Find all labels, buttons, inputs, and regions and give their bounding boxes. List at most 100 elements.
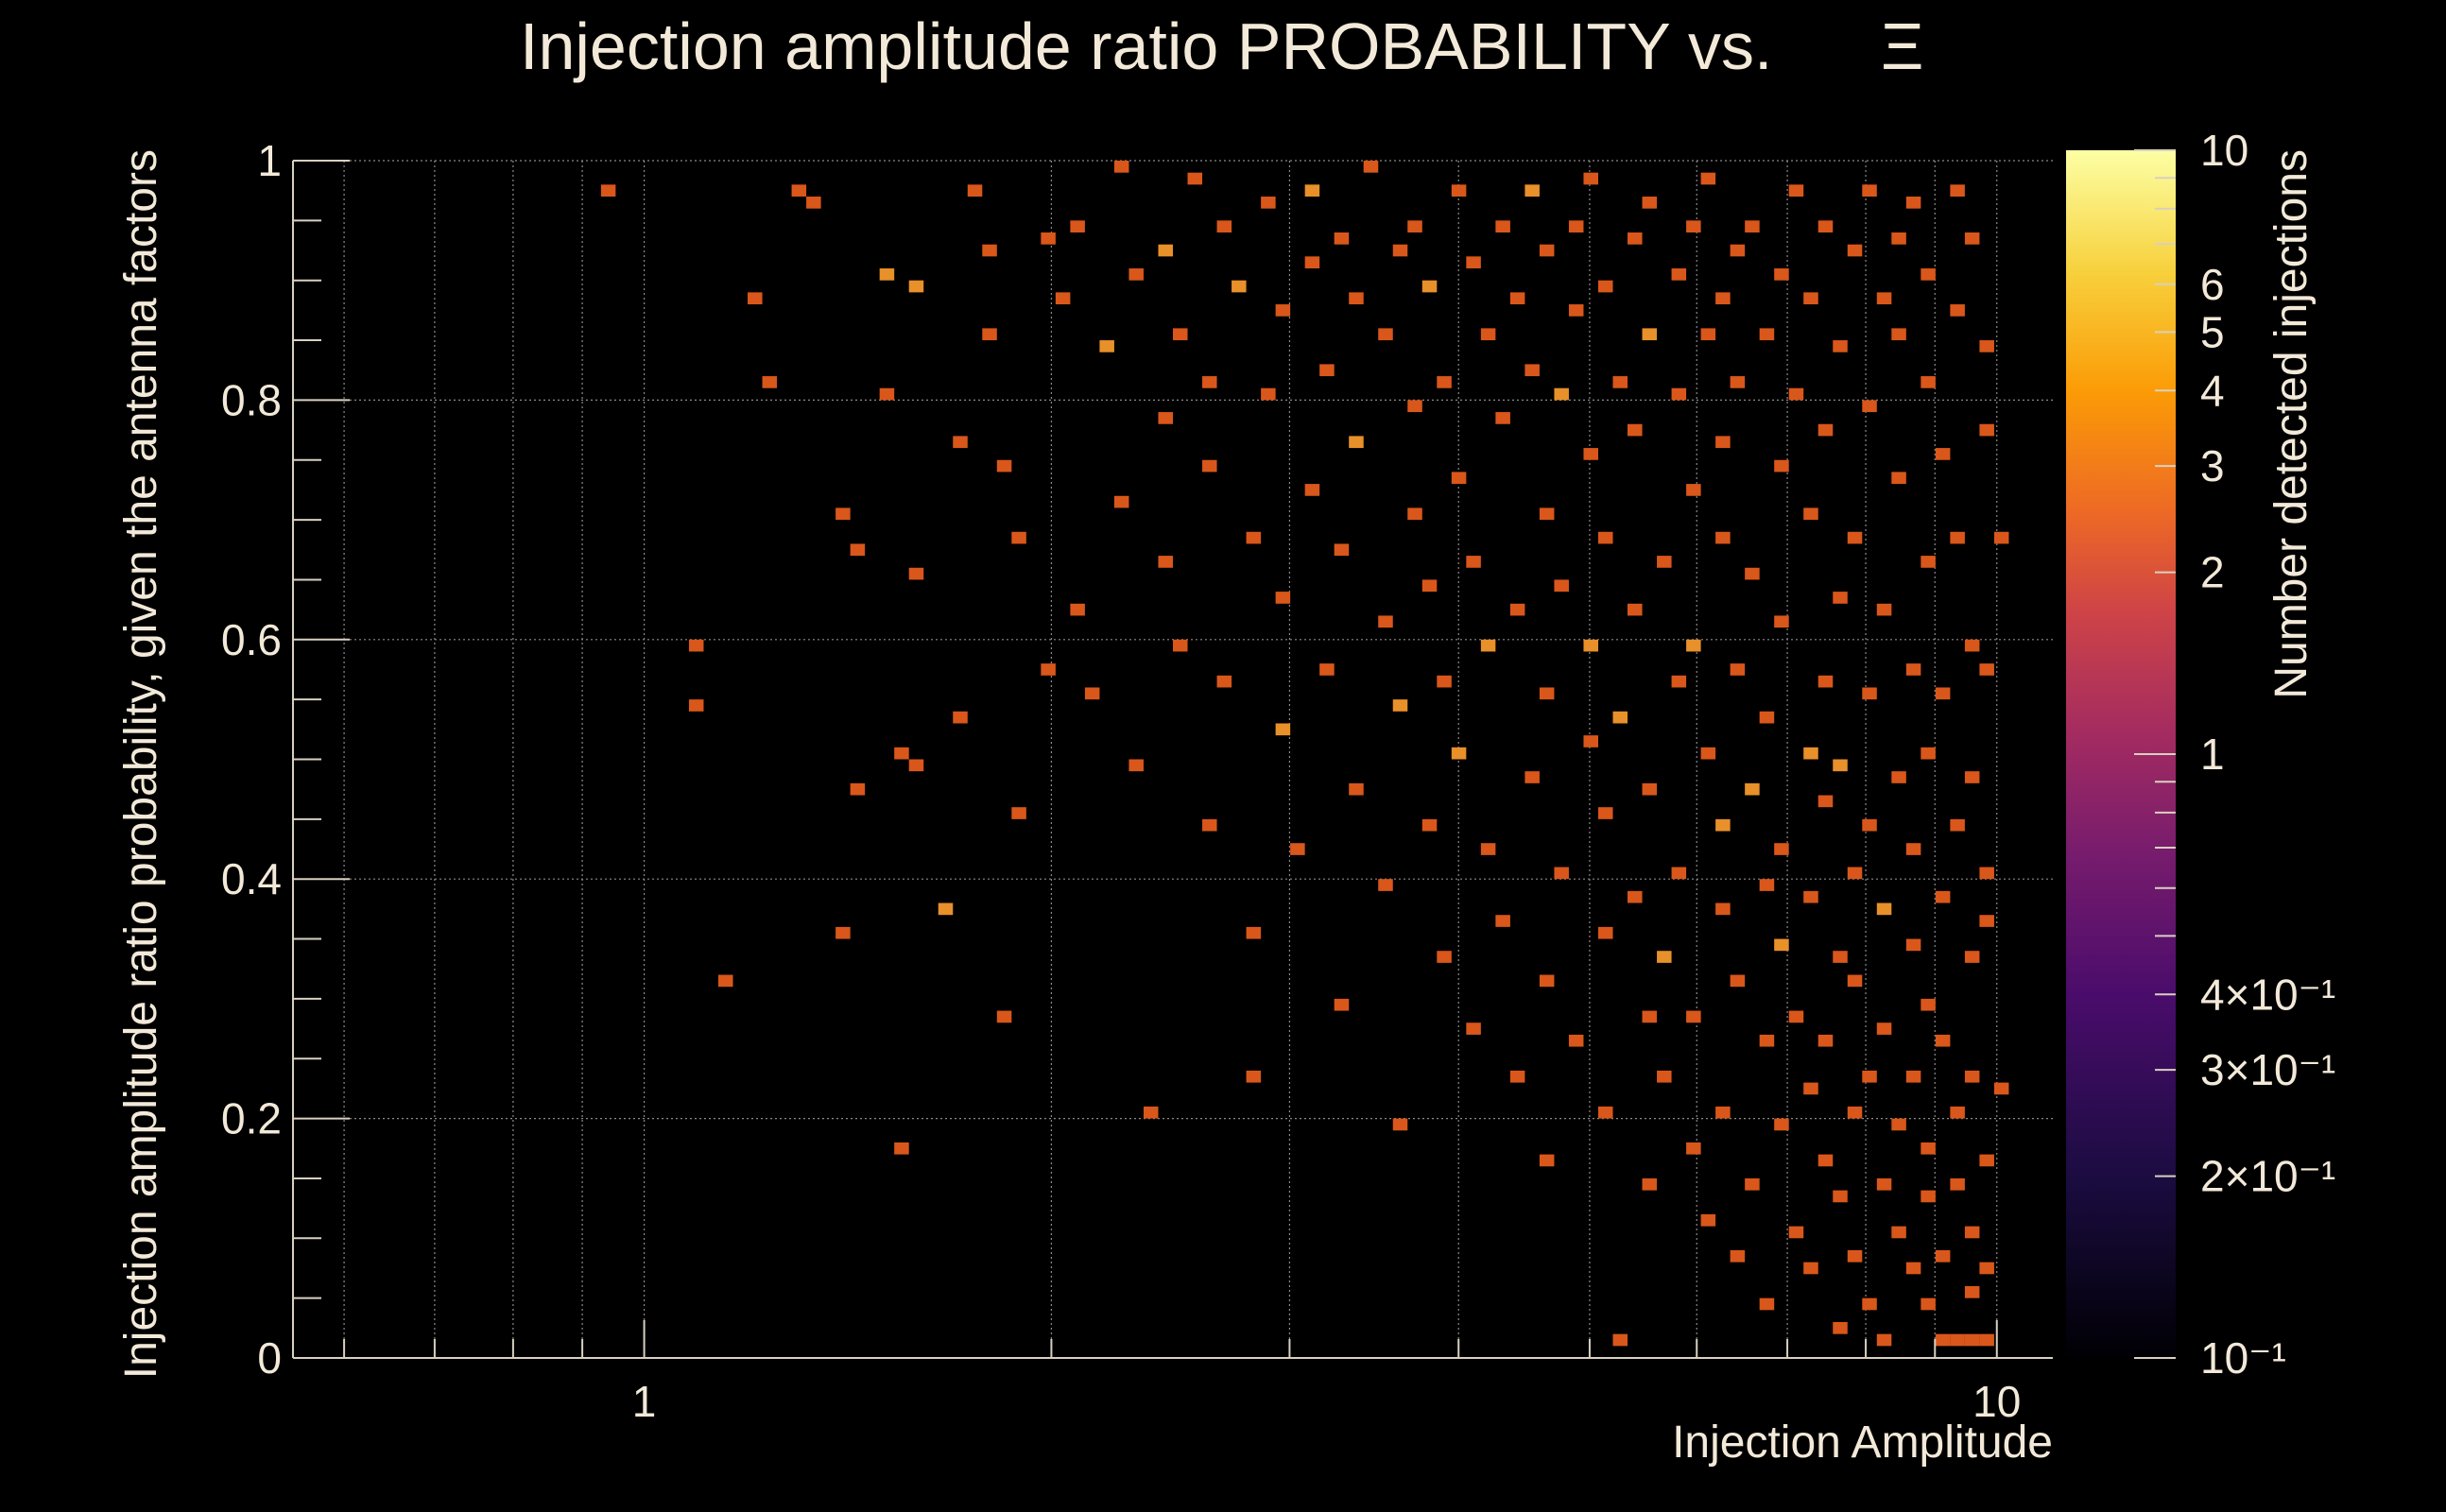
heatmap-cell bbox=[1466, 556, 1481, 568]
y-tick-label: 1 bbox=[257, 136, 282, 185]
heatmap-cell bbox=[1495, 220, 1510, 233]
heatmap-cell bbox=[1847, 1106, 1863, 1119]
heatmap-cell bbox=[1128, 759, 1144, 772]
heatmap-cell bbox=[1774, 843, 1789, 855]
heatmap-cell bbox=[996, 1010, 1012, 1023]
heatmap-cell bbox=[1392, 244, 1408, 257]
heatmap-cell bbox=[1817, 1034, 1834, 1047]
heatmap-cell bbox=[1671, 387, 1687, 401]
heatmap-cell bbox=[1774, 459, 1789, 472]
heatmap-cell bbox=[1437, 951, 1452, 963]
heatmap-cell bbox=[1862, 1070, 1877, 1083]
heatmap-cell bbox=[1246, 1070, 1262, 1083]
heatmap-cell bbox=[879, 268, 895, 281]
heatmap-cell bbox=[908, 759, 924, 772]
heatmap-cell bbox=[1876, 902, 1892, 916]
heatmap-cell bbox=[1935, 1249, 1951, 1263]
heatmap-cell bbox=[850, 543, 866, 557]
heatmap-cell bbox=[1451, 472, 1467, 485]
heatmap-cell bbox=[1642, 782, 1658, 796]
heatmap-cell bbox=[1495, 915, 1510, 927]
heatmap-cell bbox=[850, 782, 866, 796]
heatmap-cell bbox=[1759, 328, 1775, 341]
heatmap-cell bbox=[1921, 747, 1936, 760]
heatmap-cell bbox=[1275, 592, 1291, 604]
heatmap-cell bbox=[1715, 292, 1731, 305]
heatmap-cell bbox=[1568, 1034, 1584, 1047]
colorbar-tick-label: 2×10⁻¹ bbox=[2200, 1152, 2335, 1201]
heatmap-cell bbox=[1745, 220, 1760, 233]
heatmap-cell bbox=[1084, 687, 1100, 700]
colorbar-label: Number detected injections bbox=[2266, 149, 2317, 699]
heatmap-cell bbox=[688, 639, 704, 652]
heatmap-cell bbox=[1950, 1333, 1965, 1347]
y-tick-label: 0.8 bbox=[221, 375, 282, 424]
heatmap-cell bbox=[1628, 890, 1643, 903]
heatmap-cell bbox=[1876, 1022, 1892, 1035]
heatmap-cell bbox=[1597, 926, 1613, 939]
heatmap-cell bbox=[1891, 771, 1906, 783]
heatmap-cell bbox=[1817, 1154, 1834, 1167]
heatmap-cell bbox=[1246, 926, 1262, 939]
heatmap-cell bbox=[1275, 304, 1291, 317]
heatmap-cell bbox=[1173, 639, 1188, 652]
heatmap-cell bbox=[1554, 387, 1569, 401]
heatmap-cell bbox=[1950, 531, 1965, 544]
heatmap-cell bbox=[1817, 795, 1834, 808]
heatmap-cell bbox=[1290, 843, 1305, 855]
heatmap-cell bbox=[1011, 807, 1026, 819]
y-axis-ticks: 0 0.2 0.4 0.6 0.8 1 bbox=[221, 136, 350, 1383]
heatmap-cell bbox=[1964, 232, 1980, 245]
heatmap-cell bbox=[1583, 735, 1598, 747]
heatmap-cell bbox=[1173, 328, 1188, 341]
heatmap-cell bbox=[1319, 663, 1335, 676]
heatmap-cell bbox=[1833, 759, 1848, 772]
heatmap-cell bbox=[1759, 879, 1775, 891]
heatmap-cell bbox=[1421, 818, 1438, 832]
heatmap-cell bbox=[1568, 304, 1584, 317]
heatmap-cell bbox=[1671, 675, 1687, 688]
heatmap-cell bbox=[982, 328, 997, 341]
heatmap-cell bbox=[1657, 1070, 1672, 1083]
heatmap-cell bbox=[1583, 639, 1598, 652]
heatmap-cell bbox=[1657, 951, 1672, 963]
heatmap-cell bbox=[1921, 268, 1936, 281]
heatmap-cell bbox=[1715, 531, 1731, 544]
heatmap-cell bbox=[1524, 771, 1540, 783]
heatmap-cell bbox=[1378, 879, 1393, 891]
heatmap-cell bbox=[1700, 328, 1716, 341]
heatmap-cell bbox=[1524, 184, 1540, 198]
x-tick-label: 1 bbox=[632, 1377, 657, 1426]
heatmap-cell bbox=[1730, 1249, 1746, 1263]
heatmap-cell bbox=[1730, 663, 1746, 676]
heatmap-cell bbox=[1597, 280, 1613, 293]
heatmap-cell bbox=[1905, 197, 1921, 209]
heatmap-cell bbox=[1891, 472, 1906, 485]
heatmap-cell bbox=[1686, 1142, 1701, 1155]
heatmap-cell bbox=[1935, 1034, 1951, 1047]
heatmap-cell bbox=[1099, 340, 1114, 352]
colorbar-tick-label: 1 bbox=[2200, 730, 2225, 779]
heatmap-cells bbox=[600, 161, 2009, 1347]
heatmap-cell bbox=[1158, 412, 1173, 424]
heatmap-cell bbox=[1935, 687, 1951, 700]
heatmap-cell bbox=[953, 711, 968, 724]
heatmap-cell bbox=[1964, 1226, 1980, 1239]
heatmap-cell bbox=[1539, 687, 1555, 700]
heatmap-cell bbox=[1642, 1010, 1658, 1023]
heatmap-cell bbox=[1891, 1226, 1906, 1239]
heatmap-cell bbox=[835, 926, 851, 939]
colorbar-tick-label: 4×10⁻¹ bbox=[2200, 970, 2335, 1019]
heatmap-cell bbox=[1070, 603, 1085, 616]
heatmap-cell bbox=[1876, 1177, 1892, 1191]
heatmap-cell bbox=[996, 459, 1012, 472]
heatmap-cell bbox=[1480, 639, 1496, 652]
heatmap-cell bbox=[1803, 747, 1818, 760]
heatmap-cell bbox=[1671, 268, 1687, 281]
heatmap-cell bbox=[1539, 1154, 1555, 1167]
heatmap-cell bbox=[1407, 507, 1422, 521]
heatmap-cell bbox=[967, 184, 983, 198]
heatmap-cell bbox=[1700, 172, 1716, 185]
y-axis-label: Injection amplitude ratio probability, g… bbox=[116, 149, 166, 1379]
heatmap-cell bbox=[1363, 161, 1379, 173]
